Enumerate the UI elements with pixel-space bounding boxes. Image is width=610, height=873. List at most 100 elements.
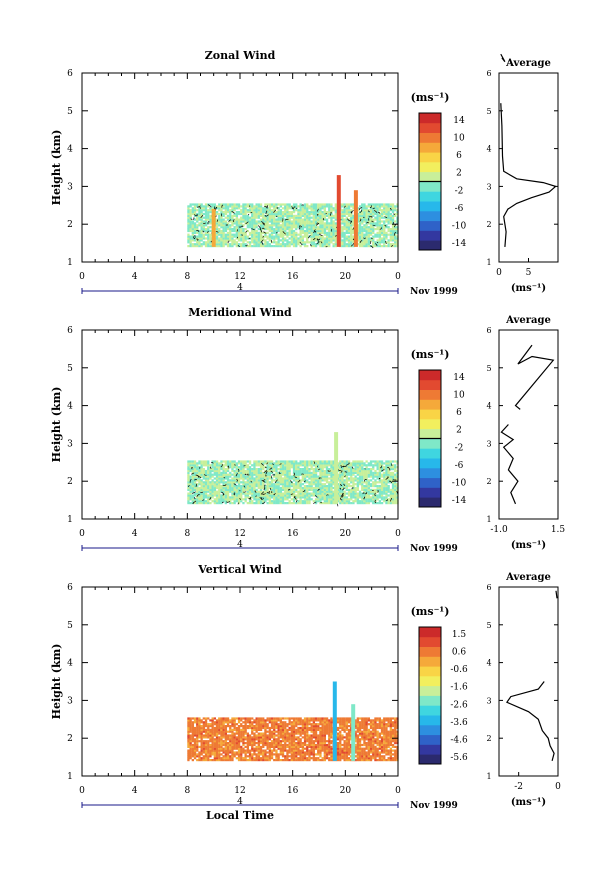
colorbar-tick-label: -6 xyxy=(455,461,464,471)
heatmap-cell xyxy=(275,226,278,229)
heatmap-cell xyxy=(246,203,249,206)
heatmap-cell xyxy=(328,473,331,476)
heatmap-cell xyxy=(198,239,201,242)
heatmap-cell xyxy=(202,742,205,745)
heatmap-cell xyxy=(224,740,227,743)
x-tick-label: 16 xyxy=(287,529,299,539)
heatmap-cell xyxy=(361,226,364,229)
heatmap-cell xyxy=(242,749,245,752)
heatmap-cell xyxy=(240,462,243,465)
heatmap-cell xyxy=(325,502,329,505)
heatmap-cell xyxy=(310,492,313,495)
heatmap-cell xyxy=(226,488,230,491)
heatmap-cell xyxy=(231,214,234,217)
heatmap-cell xyxy=(299,496,302,499)
heatmap-cell xyxy=(314,220,318,223)
heatmap-cell xyxy=(200,728,203,731)
heatmap-cell xyxy=(209,468,212,471)
heatmap-cell xyxy=(200,237,203,240)
heatmap-cell xyxy=(211,496,214,499)
heatmap-cell xyxy=(189,736,192,739)
heatmap-cell xyxy=(365,228,368,231)
heatmap-cell xyxy=(204,479,208,482)
heatmap-cell xyxy=(292,464,296,467)
heatmap-cell xyxy=(233,228,236,231)
heatmap-cell xyxy=(328,502,331,505)
heatmap-cell xyxy=(196,483,199,486)
heatmap-cell xyxy=(394,483,397,486)
heatmap-cell xyxy=(385,235,388,238)
heatmap-cell xyxy=(224,730,227,733)
heatmap-cell xyxy=(301,207,304,210)
heatmap-cell xyxy=(358,235,362,238)
heatmap-cell xyxy=(396,245,399,248)
heatmap-cell xyxy=(246,466,249,469)
heatmap-cell xyxy=(378,473,381,476)
heatmap-cell xyxy=(290,483,293,486)
heatmap-cell xyxy=(345,245,348,248)
heatmap-cell xyxy=(297,483,300,486)
heatmap-cell xyxy=(297,233,300,236)
heatmap-cell xyxy=(237,757,241,760)
heatmap-cell xyxy=(244,233,247,236)
heatmap-cell xyxy=(200,239,203,242)
heatmap-cell xyxy=(279,203,282,206)
heatmap-cell xyxy=(367,237,370,240)
heatmap-cell xyxy=(288,207,291,210)
heatmap-cell xyxy=(297,462,300,465)
heatmap-cell xyxy=(286,231,289,234)
heatmap-cell xyxy=(292,226,296,229)
heatmap-cell xyxy=(215,736,219,739)
colorbar-swatch xyxy=(419,418,441,430)
heatmap-cell xyxy=(229,233,232,236)
heatmap-cell xyxy=(268,464,271,467)
heatmap-cell xyxy=(319,490,322,493)
heatmap-cell xyxy=(281,212,285,216)
heatmap-cell xyxy=(354,490,357,493)
heatmap-cell xyxy=(200,475,203,478)
heatmap-cell xyxy=(187,460,190,463)
heatmap-cell xyxy=(380,229,384,233)
heatmap-cell xyxy=(202,723,205,726)
heatmap-cell xyxy=(257,239,260,242)
heatmap-cell xyxy=(376,220,379,223)
heatmap-cell xyxy=(378,218,381,221)
heatmap-cell xyxy=(218,719,221,722)
heatmap-cell xyxy=(299,228,302,231)
heatmap-cell xyxy=(369,209,373,212)
heatmap-cell xyxy=(231,466,234,469)
heatmap-cell xyxy=(332,462,335,465)
heatmap-cell xyxy=(253,212,256,216)
heatmap-cell xyxy=(193,740,197,743)
contour-segment xyxy=(243,491,247,493)
heatmap-cell xyxy=(246,751,249,754)
contour-segment xyxy=(236,236,239,239)
heatmap-cell xyxy=(204,218,208,221)
heatmap-cell xyxy=(383,241,386,244)
heatmap-cell xyxy=(299,462,302,465)
heatmap-cell xyxy=(244,717,247,720)
heatmap-cell xyxy=(200,747,203,750)
heatmap-cell xyxy=(369,488,373,491)
heatmap-cell xyxy=(257,468,260,471)
heatmap-cell xyxy=(193,205,197,208)
heatmap-cell xyxy=(262,486,265,490)
heatmap-cell xyxy=(343,231,346,234)
heatmap-cell xyxy=(255,471,258,474)
heatmap-cell xyxy=(299,212,302,216)
heatmap-cell xyxy=(253,460,256,463)
heatmap-cell xyxy=(264,479,267,482)
heatmap-cell xyxy=(226,719,230,722)
heatmap-cell xyxy=(240,732,243,735)
heatmap-cell xyxy=(284,214,287,217)
heatmap-cell xyxy=(328,486,331,490)
heatmap-cell xyxy=(215,462,219,465)
heatmap-cell xyxy=(224,742,227,745)
heatmap-cell xyxy=(345,207,348,210)
heatmap-cell xyxy=(284,473,287,476)
heatmap-cell xyxy=(345,498,348,501)
heatmap-cell xyxy=(257,477,260,480)
heatmap-cell xyxy=(193,719,197,722)
heatmap-cell xyxy=(279,466,282,469)
heatmap-cell xyxy=(242,224,245,227)
